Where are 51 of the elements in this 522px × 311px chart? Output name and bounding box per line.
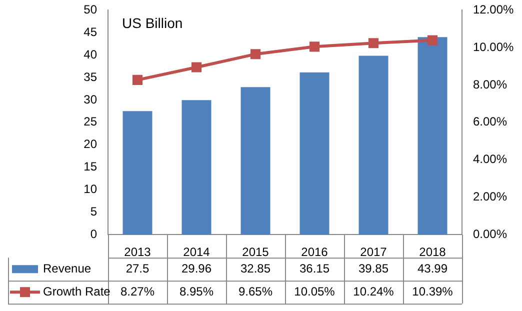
y-tick-label: 45: [84, 24, 98, 39]
data-label: 39.85: [358, 261, 389, 276]
y2-tick-label: 12.00%: [473, 2, 514, 17]
y2-tick-label: 0.00%: [473, 226, 508, 241]
x-tick-label: 2016: [301, 245, 328, 260]
data-label: 29.96: [181, 261, 212, 276]
data-label: 27.5: [126, 261, 150, 276]
data-label: 32.85: [240, 261, 271, 276]
y-tick-label: 25: [84, 114, 98, 129]
y-tick-label: 0: [90, 226, 98, 241]
data-label: 10.24%: [353, 284, 394, 298]
point: [368, 38, 379, 48]
bar: [182, 100, 212, 235]
y-tick-label: 20: [84, 137, 98, 152]
y-tick-label: 40: [84, 47, 98, 62]
y2-tick-label: 4.00%: [473, 152, 508, 166]
bar: [418, 37, 448, 235]
legend-label: Growth Rate: [43, 284, 111, 298]
point: [309, 42, 320, 52]
data-label: 36.15: [299, 261, 330, 276]
point: [191, 62, 202, 72]
legend-label: Revenue: [43, 261, 92, 276]
y-tick-label: 10: [84, 182, 98, 196]
y2-tick-label: 8.00%: [473, 77, 508, 92]
data-label: 43.99: [417, 261, 448, 276]
data-label: 10.39%: [412, 284, 454, 298]
y-tick-label: 50: [84, 2, 98, 17]
x-tick-label: 2017: [360, 245, 388, 260]
x-tick-label: 2015: [242, 245, 270, 260]
x-tick-label: 2018: [419, 245, 446, 260]
point: [132, 74, 143, 85]
data-label: 8.95%: [179, 284, 214, 298]
y-tick-label: 30: [84, 92, 98, 106]
x-tick-label: 2014: [183, 245, 210, 260]
y2-tick-label: 10.00%: [473, 40, 514, 54]
bar: [240, 87, 270, 235]
x-tick-label: 2013: [124, 245, 152, 260]
bar: [358, 56, 388, 235]
data-label: 9.65%: [238, 284, 273, 298]
point: [427, 35, 438, 46]
annotation: US Billion: [122, 15, 183, 32]
y-tick-label: 35: [84, 70, 98, 84]
data-label: 8.27%: [120, 284, 155, 298]
bar: [122, 111, 152, 235]
data-label: 10.05%: [294, 284, 336, 298]
y2-tick-label: 2.00%: [473, 190, 508, 204]
bar: [300, 72, 330, 235]
point: [250, 49, 261, 60]
y-tick-label: 5: [90, 204, 98, 218]
y-tick-label: 15: [84, 160, 98, 174]
y2-tick-label: 6.00%: [473, 114, 508, 129]
